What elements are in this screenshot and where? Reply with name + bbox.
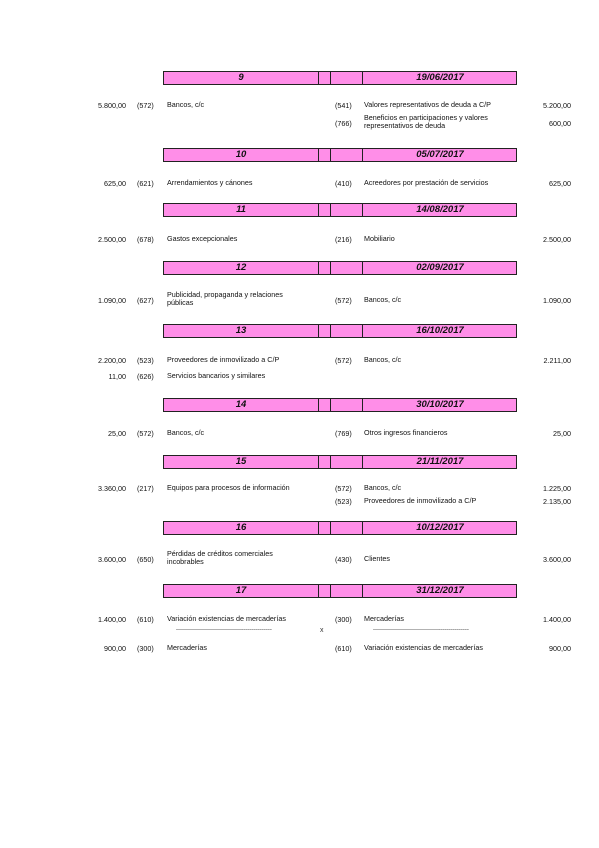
credit-account-code: (300) [335, 615, 352, 624]
entry-number: 12 [235, 262, 247, 273]
credit-amount: 625,00 [549, 179, 571, 188]
credit-account-name: Mercaderías [364, 614, 404, 623]
debit-account-code: (572) [137, 101, 154, 110]
entry-number: 14 [235, 399, 247, 410]
credit-amount: 2.211,00 [543, 356, 571, 365]
credit-account-code: (410) [335, 179, 352, 188]
credit-account-name: Acreedores por prestación de servicios [364, 178, 489, 187]
debit-account-name: Bancos, c/c [167, 100, 205, 109]
entry-date: 31/12/2017 [416, 585, 464, 596]
entry-date: 05/07/2017 [416, 149, 464, 160]
credit-amount: 1.090,00 [543, 296, 571, 305]
credit-account-code: (572) [335, 356, 352, 365]
entry-number: 11 [236, 204, 246, 215]
entry-number: 13 [235, 325, 247, 336]
credit-account-name: Beneficios en participaciones y valores … [364, 113, 488, 130]
debit-account-code: (217) [137, 484, 154, 493]
debit-account-name: Equipos para procesos de información [167, 483, 290, 492]
debit-amount: 5.800,00 [98, 101, 126, 110]
credit-account-code: (430) [335, 555, 352, 564]
debit-account-name: Bancos, c/c [167, 428, 205, 437]
entry-header-12: 12 02/09/2017 [163, 261, 517, 275]
debit-amount: 2.200,00 [98, 356, 126, 365]
entry-number: 16 [235, 522, 247, 533]
entry-number: 17 [235, 585, 247, 596]
credit-account-code: (541) [335, 101, 352, 110]
credit-account-code: (572) [335, 484, 352, 493]
credit-amount: 1.400,00 [543, 615, 571, 624]
credit-account-name: Otros ingresos financieros [364, 428, 448, 437]
debit-account-name: Servicios bancarios y similares [167, 371, 266, 380]
entry-header-15: 15 21/11/2017 [163, 455, 517, 469]
credit-amount: 5.200,00 [543, 101, 571, 110]
credit-account-name: Bancos, c/c [364, 355, 402, 364]
entry-number: 15 [235, 456, 247, 467]
debit-account-name: Variación existencias de mercaderías [167, 614, 286, 623]
entry-date: 16/10/2017 [416, 325, 464, 336]
debit-amount: 900,00 [104, 644, 126, 653]
credit-account-name: Bancos, c/c [364, 483, 402, 492]
separator-x: x [320, 627, 324, 634]
credit-account-code: (610) [335, 644, 352, 653]
credit-amount: 900,00 [549, 644, 571, 653]
entry-date: 21/11/2017 [416, 456, 464, 467]
credit-account-name: Variación existencias de mercaderías [364, 643, 483, 652]
debit-account-code: (621) [137, 179, 154, 188]
debit-amount: 3.360,00 [98, 484, 126, 493]
entry-number: 9 [238, 72, 244, 83]
separator-dashes-left: ----------------------------------------… [176, 627, 272, 633]
credit-amount: 2.500,00 [543, 235, 571, 244]
debit-account-code: (678) [137, 235, 154, 244]
credit-amount: 25,00 [553, 429, 571, 438]
entry-date: 30/10/2017 [416, 399, 464, 410]
entry-header-13: 13 16/10/2017 [163, 324, 517, 338]
debit-account-code: (627) [137, 296, 154, 305]
credit-account-name: Valores representativos de deuda a C/P [364, 100, 491, 109]
debit-account-name: Proveedores de inmovilizado a C/P [167, 355, 280, 364]
debit-account-code: (626) [137, 372, 154, 381]
debit-account-code: (300) [137, 644, 154, 653]
debit-account-name: Mercaderías [167, 643, 207, 652]
credit-account-code: (523) [335, 497, 352, 506]
debit-account-name: Publicidad, propaganda y relaciones públ… [167, 290, 283, 307]
debit-account-name: Arrendamientos y cánones [167, 178, 253, 187]
debit-amount: 25,00 [108, 429, 126, 438]
debit-amount: 2.500,00 [98, 235, 126, 244]
debit-account-name: Gastos excepcionales [167, 234, 238, 243]
entry-header-16: 16 10/12/2017 [163, 521, 517, 535]
credit-account-code: (572) [335, 296, 352, 305]
debit-amount: 625,00 [104, 179, 126, 188]
credit-amount: 600,00 [549, 119, 571, 128]
separator-dashes-right: ----------------------------------------… [373, 627, 469, 633]
debit-account-code: (650) [137, 555, 154, 564]
debit-account-code: (523) [137, 356, 154, 365]
entry-date: 14/08/2017 [416, 204, 464, 215]
credit-amount: 3.600,00 [543, 555, 571, 564]
entry-date: 10/12/2017 [416, 522, 464, 533]
debit-account-code: (572) [137, 429, 154, 438]
credit-account-name: Mobiliario [364, 234, 395, 243]
debit-account-code: (610) [137, 615, 154, 624]
credit-amount: 1.225,00 [543, 484, 571, 493]
debit-account-name: Pérdidas de créditos comerciales incobra… [167, 549, 273, 566]
debit-amount: 1.090,00 [98, 296, 126, 305]
entry-header-17: 17 31/12/2017 [163, 584, 517, 598]
credit-account-name: Clientes [364, 554, 390, 563]
entry-header-9: 9 19/06/2017 [163, 71, 517, 85]
entry-header-11: 11 14/08/2017 [163, 203, 517, 217]
credit-account-code: (216) [335, 235, 352, 244]
debit-amount: 1.400,00 [98, 615, 126, 624]
credit-account-name: Proveedores de inmovilizado a C/P [364, 496, 477, 505]
entry-date: 02/09/2017 [416, 262, 464, 273]
credit-account-name: Bancos, c/c [364, 295, 402, 304]
credit-account-code: (766) [335, 119, 352, 128]
debit-amount: 11,00 [108, 372, 126, 381]
debit-amount: 3.600,00 [98, 555, 126, 564]
credit-account-code: (769) [335, 429, 352, 438]
credit-amount: 2.135,00 [543, 497, 571, 506]
entry-header-14: 14 30/10/2017 [163, 398, 517, 412]
entry-date: 19/06/2017 [416, 72, 464, 83]
entry-header-10: 10 05/07/2017 [163, 148, 517, 162]
entry-number: 10 [235, 149, 247, 160]
